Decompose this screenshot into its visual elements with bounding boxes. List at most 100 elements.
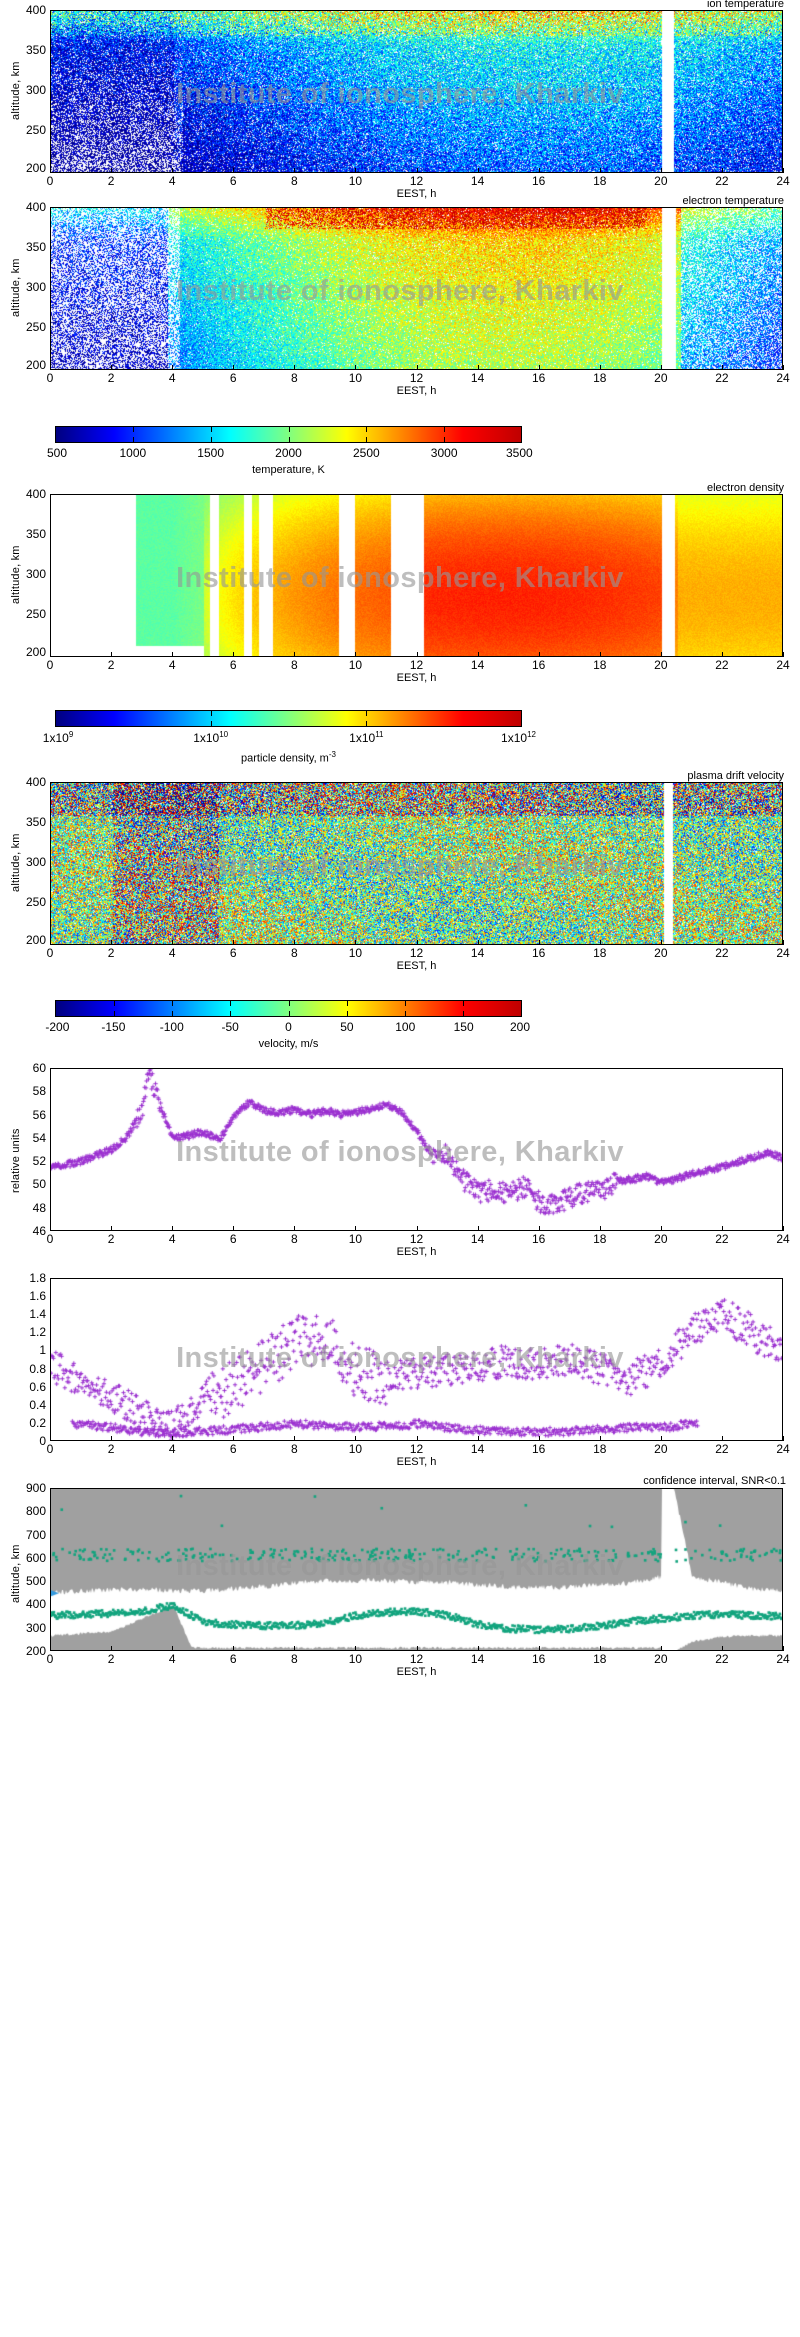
colorbar-tick-label: -200 bbox=[45, 1020, 70, 1034]
x-axis-label: EEST, h bbox=[396, 1666, 437, 1678]
x-tick-label: 18 bbox=[593, 658, 607, 672]
x-tick-label: 6 bbox=[229, 1442, 237, 1456]
colorbar-tickmark bbox=[365, 437, 367, 442]
x-tick-label: 0 bbox=[46, 1232, 54, 1246]
x-tickmark bbox=[355, 168, 357, 173]
ytick: 1.6 bbox=[29, 1289, 46, 1304]
x-tickmark bbox=[660, 168, 662, 173]
ytick: 350 bbox=[25, 527, 46, 541]
x-tickmark bbox=[721, 168, 723, 173]
colorbar-tickmark bbox=[133, 427, 135, 432]
x-tickmark bbox=[599, 168, 601, 173]
x-tickmark bbox=[783, 1436, 784, 1441]
x-tick-label: 20 bbox=[654, 1232, 668, 1246]
x-tickmark bbox=[660, 940, 662, 945]
colorbar-temperature-caption: temperature, K bbox=[252, 464, 325, 476]
x-tickmark bbox=[538, 1646, 540, 1651]
ytick: 200 bbox=[25, 358, 46, 372]
colorbar-density-gradient bbox=[55, 710, 522, 727]
colorbar-tick-label: 150 bbox=[453, 1020, 474, 1034]
x-tick-label: 12 bbox=[409, 1232, 424, 1246]
x-tick-label: 8 bbox=[290, 1652, 298, 1666]
x-tickmark bbox=[477, 652, 479, 657]
x-tickmark bbox=[50, 652, 51, 657]
ytick: 300 bbox=[25, 280, 46, 294]
x-tickmark bbox=[50, 1646, 51, 1651]
x-tickmark bbox=[721, 1436, 723, 1441]
x-tickmark bbox=[599, 1436, 601, 1441]
x-tickmark bbox=[477, 365, 479, 370]
colorbar-tickmark bbox=[288, 427, 290, 432]
colorbar-particle-density: 1x109 1x1010 1x1011 1x1012 particle density… bbox=[0, 710, 800, 772]
panel-q-plot bbox=[50, 1278, 783, 1441]
x-tickmark bbox=[172, 1646, 174, 1651]
x-tickmark bbox=[538, 168, 540, 173]
x-tickmark bbox=[294, 652, 296, 657]
x-tick-label: 24 bbox=[776, 658, 790, 672]
x-tick-label: 4 bbox=[168, 371, 176, 385]
x-tickmark bbox=[538, 940, 540, 945]
panel-electron-temperature-title: electron temperature bbox=[682, 195, 785, 207]
x-tick-label: 10 bbox=[348, 946, 363, 960]
panel-plasma-drift-plot bbox=[50, 782, 783, 945]
x-tickmark bbox=[538, 365, 540, 370]
x-tickmark bbox=[783, 1226, 784, 1231]
ytick: 1.4 bbox=[29, 1307, 46, 1322]
colorbar-tickmark bbox=[210, 711, 212, 716]
colorbar-velocity-caption: velocity, m/s bbox=[258, 1038, 319, 1050]
ytick: 400 bbox=[25, 775, 46, 789]
x-tick-label: 0 bbox=[46, 174, 54, 188]
x-tick-label: 16 bbox=[531, 174, 546, 188]
x-tick-label: 24 bbox=[776, 1652, 790, 1666]
x-tick-label: 20 bbox=[654, 1652, 668, 1666]
x-tickmark bbox=[599, 940, 601, 945]
x-tick-label: 24 bbox=[776, 371, 790, 385]
x-tick-label: 24 bbox=[776, 1442, 790, 1456]
x-tick-label: 16 bbox=[531, 658, 546, 672]
ytick: 900 bbox=[25, 1481, 46, 1495]
colorbar-density-labels: 1x109 1x1010 1x1011 1x1012 bbox=[43, 730, 536, 746]
colorbar-tickmark bbox=[230, 1011, 232, 1016]
x-tickmark bbox=[111, 1646, 113, 1651]
ytick: 350 bbox=[25, 815, 46, 829]
x-tickmark bbox=[416, 652, 418, 657]
colorbar-density-caption: particle density, m-3 bbox=[55, 750, 522, 765]
x-tick-label: 4 bbox=[168, 1442, 176, 1456]
x-tick-label: 22 bbox=[715, 1232, 729, 1246]
x-tick-label: 10 bbox=[348, 658, 363, 672]
x-tickmark bbox=[783, 652, 784, 657]
ytick: 400 bbox=[25, 3, 46, 17]
panel-confidence-title: confidence interval, SNR<0.1 bbox=[643, 1475, 786, 1487]
x-tickmark bbox=[783, 168, 784, 173]
x-tick-label: 10 bbox=[348, 1652, 363, 1666]
x-tick-label: 2 bbox=[107, 174, 115, 188]
x-tickmark bbox=[294, 1646, 296, 1651]
x-tickmark bbox=[721, 1646, 723, 1651]
x-tick-label: 2 bbox=[107, 658, 115, 672]
x-axis-label: EEST, h bbox=[396, 188, 437, 200]
x-tick-label: 24 bbox=[776, 946, 790, 960]
ytick: 48 bbox=[32, 1200, 46, 1215]
panel-electron-density-title: electron density bbox=[706, 482, 784, 494]
colorbar-tick-label: 1x1011 bbox=[349, 730, 384, 745]
colorbar-tick-label: 0 bbox=[285, 1020, 292, 1034]
x-tick-label: 2 bbox=[107, 1652, 115, 1666]
colorbar-tickmark bbox=[172, 1011, 174, 1016]
panel-electron-density: altitude, km 400 350 300 250 200 electro… bbox=[0, 482, 800, 684]
x-tickmark bbox=[355, 365, 357, 370]
x-tickmark bbox=[477, 1646, 479, 1651]
x-tick-label: 14 bbox=[470, 1442, 485, 1456]
panel-q-for-hqh2max: 1.81.61.41.210.80.60.40.20 q for hqH2max… bbox=[0, 1268, 800, 1473]
panel-electron-density-plot bbox=[50, 494, 783, 657]
x-tickmark bbox=[477, 1436, 479, 1441]
x-tick-label: 8 bbox=[290, 658, 298, 672]
ytick: 1.8 bbox=[29, 1271, 46, 1285]
x-tick-label: 4 bbox=[168, 1232, 176, 1246]
colorbar-tickmark bbox=[172, 1001, 174, 1006]
x-tick-label: 18 bbox=[593, 946, 607, 960]
plasma-drift-velocity-heatmap bbox=[51, 783, 782, 944]
x-tick-label: 14 bbox=[470, 658, 485, 672]
x-tick-label: 2 bbox=[107, 1442, 115, 1456]
x-tickmark bbox=[172, 652, 174, 657]
x-tick-label: 0 bbox=[46, 371, 54, 385]
